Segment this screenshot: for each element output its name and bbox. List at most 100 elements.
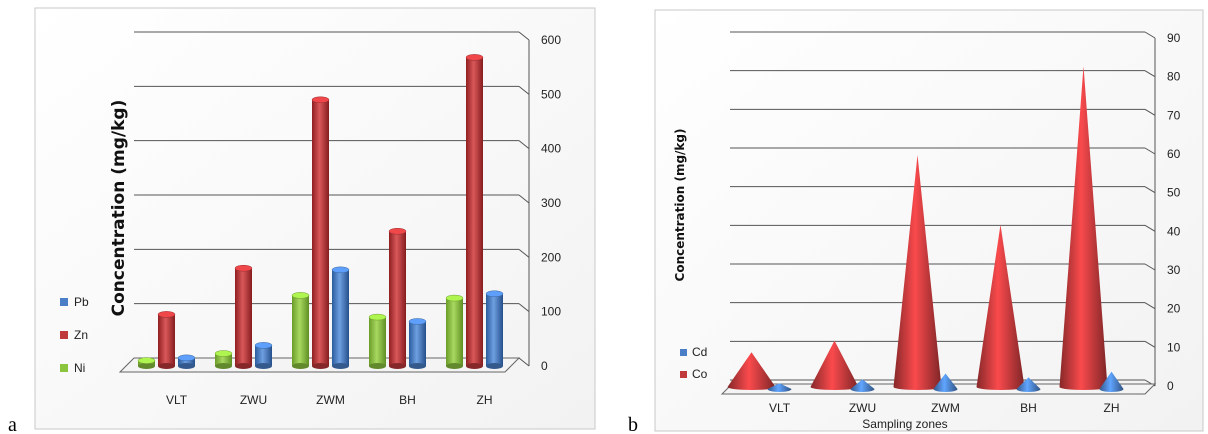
- chart-a-bar-top: [214, 350, 233, 357]
- chart-a-bar-top: [465, 54, 484, 61]
- chart-a-bar-body: [409, 321, 426, 366]
- chart-b-ytick-label: 10: [1167, 340, 1181, 354]
- chart-a-bar-base: [255, 363, 272, 369]
- chart-a-bar: [291, 292, 310, 369]
- chart-b-cone-body: [1099, 371, 1124, 392]
- chart-a-category-label: ZWU: [240, 393, 267, 407]
- chart-b-cone: [893, 155, 942, 390]
- chart-b-cone-body: [976, 224, 1025, 390]
- chart-a: 0 100 200 300 400 500 600 VLT ZWU ZWM BH ZH Pb Zn Ni…: [60, 31, 561, 407]
- chart-b-grid-side: [1144, 224, 1156, 232]
- chart-a-bar-base: [389, 363, 406, 369]
- chart-a-ytick-label: 0: [541, 359, 548, 373]
- chart-a-bar-base: [138, 363, 155, 369]
- chart-a-legend-swatch: [60, 331, 68, 339]
- chart-a-bar-top: [234, 264, 253, 272]
- chart-b-cone: [1099, 371, 1124, 392]
- chart-a-grid-side: [518, 357, 530, 367]
- chart-a-bar: [234, 264, 253, 369]
- chart-a-bar: [214, 350, 233, 369]
- chart-a-bar: [445, 294, 464, 369]
- chart-b-cone-body: [893, 155, 942, 390]
- chart-a-legend-label: Ni: [74, 361, 85, 375]
- chart-a-category-label: BH: [399, 393, 416, 407]
- chart-b-legend-swatch: [680, 371, 687, 378]
- chart-a-grid-side: [518, 140, 530, 150]
- chart-a-bar-top: [177, 354, 196, 362]
- chart-a-bar: [465, 54, 484, 369]
- chart-a-bar: [254, 342, 273, 369]
- chart-b-cone: [1059, 66, 1108, 391]
- chart-a-legend: Pb Zn Ni: [60, 295, 89, 375]
- chart-b-xlabel: Sampling zones: [862, 417, 947, 431]
- chart-a-category-label: ZWM: [316, 393, 345, 407]
- chart-a-bar: [368, 313, 387, 369]
- chart-a-bar-base: [292, 363, 309, 369]
- chart-a-legend-swatch: [60, 364, 68, 372]
- chart-b-category-label: ZH: [1104, 401, 1120, 415]
- chart-b-cone-body: [810, 340, 859, 390]
- chart-a-ytick-label: 100: [541, 305, 561, 319]
- chart-b-category-label: ZWU: [849, 401, 876, 415]
- chart-b-cones: [727, 66, 1124, 392]
- chart-b-grid-side: [1144, 302, 1156, 310]
- chart-b-grid-side: [1144, 108, 1156, 116]
- chart-a-bar-body: [158, 314, 175, 366]
- chart-b-grid-side: [1144, 263, 1156, 271]
- chart-b-cone: [933, 373, 958, 392]
- chart-a-bar-top: [291, 292, 310, 299]
- chart-b-categories: VLT ZWU ZWM BH ZH: [769, 401, 1120, 415]
- chart-b-ytick-label: 30: [1167, 263, 1181, 277]
- chart-b-category-label: VLT: [769, 401, 791, 415]
- chart-a-ytick-label: 300: [541, 196, 561, 210]
- chart-a-ytick-label: 600: [541, 33, 561, 47]
- chart-b-cone-body: [727, 352, 776, 390]
- chart-a-grid-side: [518, 303, 530, 313]
- chart-b-ytick-label: 80: [1167, 70, 1181, 84]
- chart-a-bar-body: [255, 345, 272, 366]
- chart-b-yticks: 0 10 20 30 40 50 60 70 80 90: [1167, 31, 1181, 393]
- chart-a-bar-top: [311, 96, 330, 104]
- chart-b-grid-side: [1144, 31, 1156, 39]
- chart-a-bar-base: [178, 363, 195, 369]
- chart-a-bar: [137, 357, 156, 369]
- chart-a-bar: [485, 290, 504, 369]
- chart-a-bar: [331, 266, 350, 369]
- chart-a-bar-body: [389, 231, 406, 366]
- chart-b-legend-label: Cd: [692, 345, 707, 359]
- chart-b-cone-body: [933, 373, 958, 392]
- chart-a-bar-body: [466, 57, 483, 367]
- chart-b-cone: [850, 379, 875, 392]
- chart-b-cone: [810, 340, 859, 390]
- chart-a-bar-top: [388, 228, 407, 235]
- chart-a-bar: [157, 311, 176, 369]
- chart-a-bar-body: [486, 293, 503, 366]
- chart-b-cone-body: [1016, 377, 1041, 392]
- chart-a-bar-body: [178, 357, 195, 366]
- chart-b-ytick-label: 0: [1167, 379, 1174, 393]
- panel-a-letter: a: [8, 414, 17, 434]
- chart-b-cone-body: [850, 379, 875, 392]
- chart-b-ytick-label: 70: [1167, 108, 1181, 122]
- chart-a-bar-base: [369, 363, 386, 369]
- chart-a-bar-body: [312, 99, 329, 367]
- chart-b-ylabel: Concentration (mg/kg): [673, 129, 687, 282]
- chart-a-bar-top: [331, 266, 350, 274]
- chart-a-legend-label: Zn: [74, 328, 88, 342]
- chart-a-bar: [177, 354, 196, 369]
- chart-a-bar-base: [446, 363, 463, 369]
- chart-a-bar-top: [485, 290, 504, 297]
- chart-b: 0 10 20 30 40 50 60 70 80 90 VLT ZWU ZWM BH ZH Cd Co C…: [673, 31, 1181, 431]
- chart-b-category-label: BH: [1020, 401, 1037, 415]
- chart-b-cone: [976, 224, 1025, 390]
- chart-a-bar: [311, 96, 330, 369]
- chart-b-grid-side: [1144, 147, 1156, 155]
- chart-a-bar-base: [466, 363, 483, 369]
- chart-a-bar-base: [312, 363, 329, 369]
- chart-b-cone: [727, 352, 776, 390]
- chart-a-ytick-label: 400: [541, 142, 561, 156]
- chart-b-ytick-label: 60: [1167, 147, 1181, 161]
- chart-a-bar: [408, 318, 427, 369]
- chart-b-ytick-label: 50: [1167, 186, 1181, 200]
